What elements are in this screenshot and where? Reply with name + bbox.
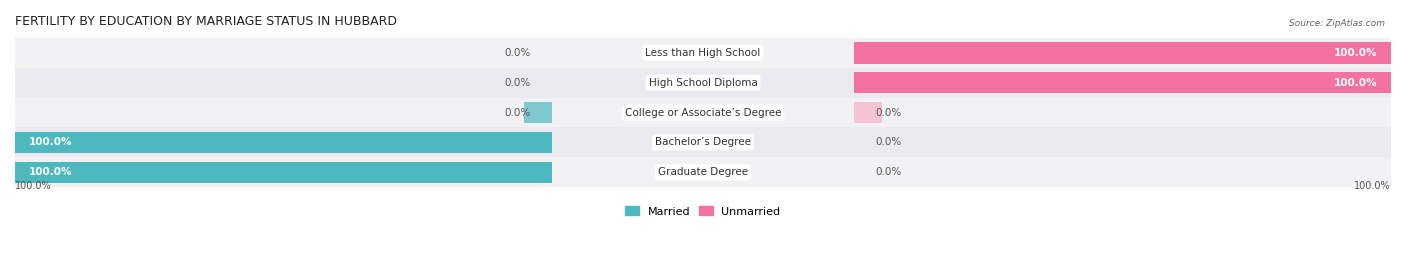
Text: Graduate Degree: Graduate Degree	[658, 167, 748, 177]
Bar	[15, 157, 1391, 187]
Legend: Married, Unmarried: Married, Unmarried	[621, 202, 785, 221]
Text: Bachelor’s Degree: Bachelor’s Degree	[655, 137, 751, 147]
Text: 0.0%: 0.0%	[505, 107, 531, 118]
Text: 100.0%: 100.0%	[15, 181, 52, 191]
Bar	[855, 42, 1391, 64]
Text: Less than High School: Less than High School	[645, 48, 761, 58]
Bar	[855, 72, 1391, 94]
Text: 100.0%: 100.0%	[1334, 78, 1378, 88]
Bar	[15, 68, 1391, 98]
Bar	[524, 102, 551, 123]
Bar	[855, 102, 882, 123]
Text: 0.0%: 0.0%	[505, 78, 531, 88]
Text: 0.0%: 0.0%	[875, 107, 901, 118]
Text: 0.0%: 0.0%	[875, 167, 901, 177]
Bar	[15, 38, 1391, 68]
Text: 100.0%: 100.0%	[28, 167, 72, 177]
Bar	[15, 128, 1391, 157]
Text: 100.0%: 100.0%	[28, 137, 72, 147]
Text: High School Diploma: High School Diploma	[648, 78, 758, 88]
Text: 0.0%: 0.0%	[875, 137, 901, 147]
Text: 100.0%: 100.0%	[1354, 181, 1391, 191]
Bar	[15, 98, 1391, 128]
Text: 0.0%: 0.0%	[505, 48, 531, 58]
Text: 100.0%: 100.0%	[1334, 48, 1378, 58]
Bar	[15, 132, 551, 153]
Bar	[15, 162, 551, 183]
Text: Source: ZipAtlas.com: Source: ZipAtlas.com	[1289, 19, 1385, 28]
Text: FERTILITY BY EDUCATION BY MARRIAGE STATUS IN HUBBARD: FERTILITY BY EDUCATION BY MARRIAGE STATU…	[15, 15, 396, 28]
Text: College or Associate’s Degree: College or Associate’s Degree	[624, 107, 782, 118]
